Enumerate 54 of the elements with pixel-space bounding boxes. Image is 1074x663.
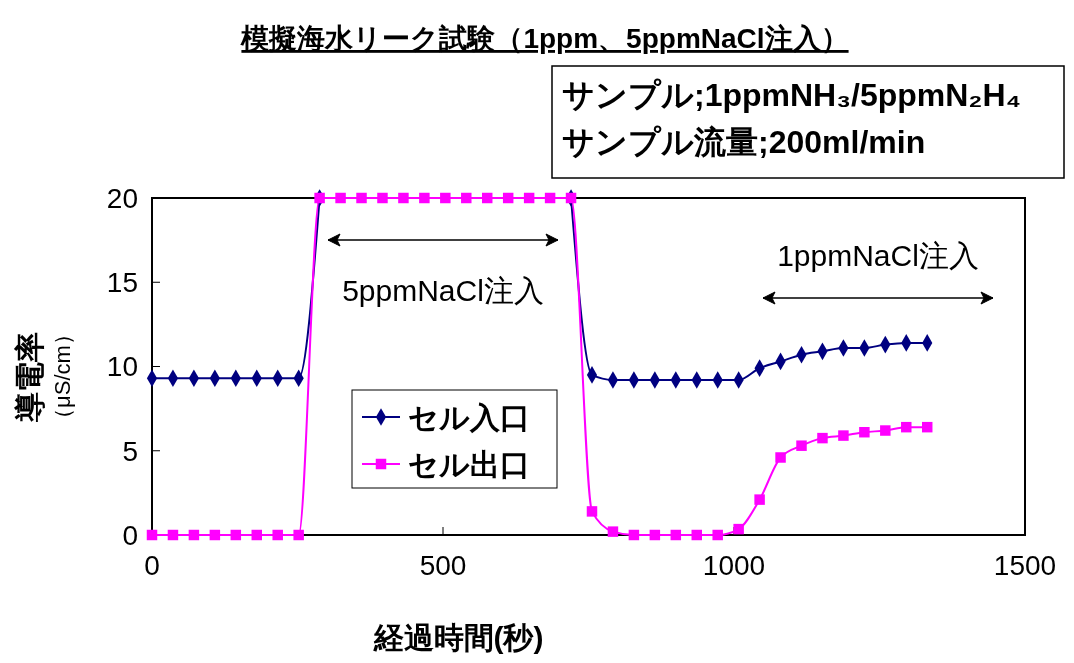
- point: [712, 529, 723, 541]
- text: サンプル流量;200ml/min: [562, 124, 926, 160]
- x-tick-label: 1500: [993, 550, 1057, 581]
- text: サンプル;1ppmNH₃/5ppmN₂H₄: [562, 77, 1021, 113]
- point: [649, 529, 661, 541]
- point: [691, 529, 702, 541]
- x-tick-label: 500: [419, 550, 467, 581]
- y-tick-label: 5: [122, 435, 138, 467]
- y-tick-label: 20: [106, 182, 138, 214]
- point: [272, 529, 283, 541]
- point: [796, 440, 807, 451]
- point: [901, 421, 912, 433]
- point: [880, 425, 891, 436]
- point: [921, 421, 933, 433]
- point: [419, 192, 430, 204]
- point: [628, 529, 640, 541]
- point: [209, 529, 221, 541]
- point: [335, 192, 346, 204]
- legend-label: セル出口: [408, 447, 530, 481]
- point: [838, 430, 849, 441]
- point: [775, 452, 786, 463]
- x-tick-label: 1000: [702, 550, 766, 581]
- point: [461, 192, 472, 204]
- point: [188, 529, 200, 541]
- point: [733, 523, 744, 535]
- legend-label: セル入口: [408, 400, 530, 434]
- point: [377, 192, 388, 204]
- x-axis-title: 経過時間(秒): [372, 621, 544, 654]
- y-tick-label: 15: [106, 267, 138, 299]
- point: [146, 529, 158, 541]
- point: [544, 192, 556, 204]
- annotation: 5ppmNaCl注入: [342, 273, 544, 307]
- y-tick-label: 0: [122, 519, 138, 551]
- point: [251, 529, 262, 541]
- point: [607, 526, 619, 537]
- point: [859, 426, 870, 438]
- point: [670, 529, 682, 541]
- point: [167, 529, 179, 541]
- y-axis-title: 導電率（μS/cm）: [13, 323, 75, 430]
- point: [481, 192, 493, 204]
- chart-title: 模擬海水リーク試験（1ppm、5ppmNaCl注入）: [240, 23, 849, 54]
- point: [502, 192, 514, 204]
- point: [817, 432, 828, 444]
- point: [586, 506, 598, 517]
- point: [754, 494, 765, 505]
- point: [398, 192, 409, 204]
- point: [356, 192, 367, 204]
- annotation: 1ppmNaCl注入: [777, 238, 979, 272]
- point: [293, 529, 304, 541]
- x-tick-label: 0: [144, 550, 160, 581]
- point: [230, 529, 242, 541]
- point: [523, 192, 535, 204]
- y-tick-label: 10: [106, 351, 138, 383]
- point: [440, 192, 451, 204]
